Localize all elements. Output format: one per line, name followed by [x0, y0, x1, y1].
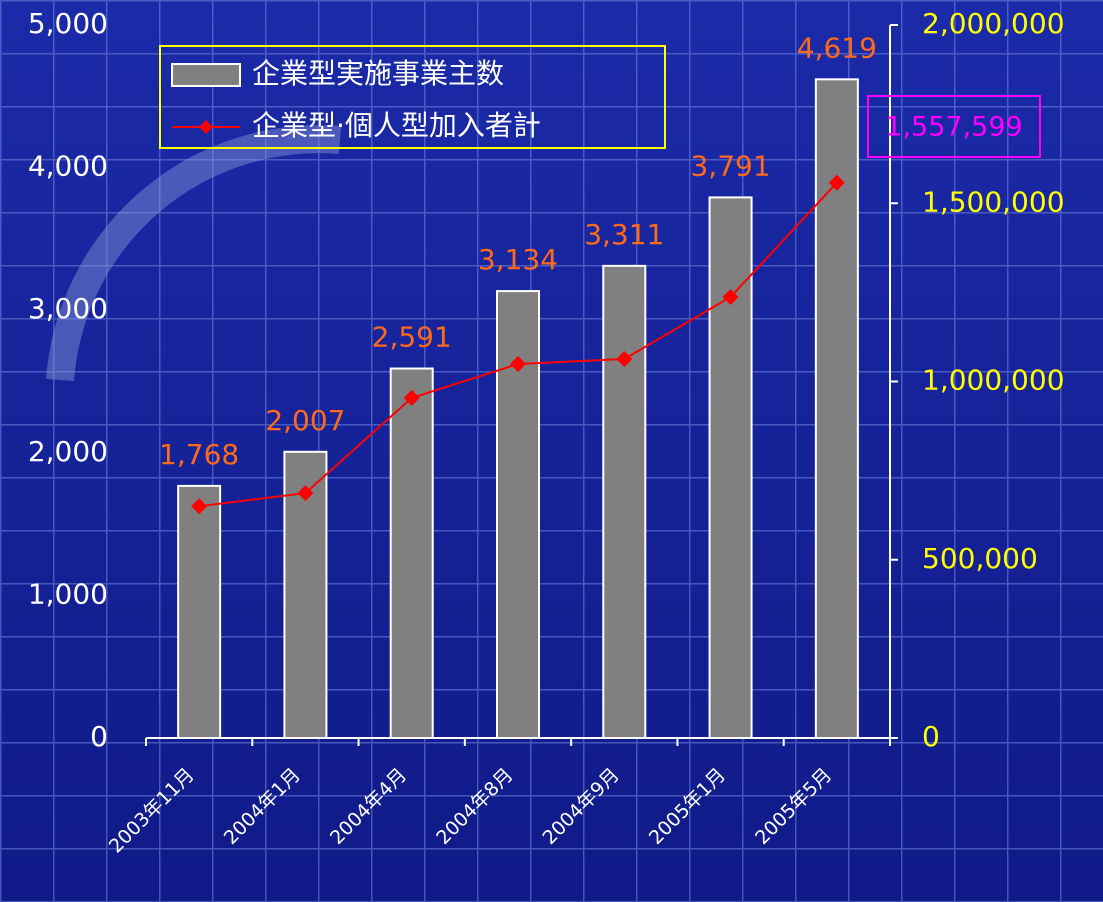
y2-tick-label: 1,000,000: [922, 364, 1065, 397]
y2-tick-label: 2,000,000: [922, 7, 1065, 40]
y-tick-label: 5,000: [28, 7, 108, 40]
y2-tick-label: 500,000: [922, 542, 1038, 575]
bar-value-label: 2,591: [372, 321, 452, 354]
legend-swatch: [172, 64, 240, 86]
y-tick-label: 0: [90, 720, 108, 753]
bar: [391, 369, 433, 738]
bar: [178, 486, 220, 738]
bar-value-label: 3,134: [478, 243, 558, 276]
bar-value-label: 1,768: [159, 438, 239, 471]
legend-label: 企業型·個人型加入者計: [252, 109, 541, 142]
bar: [603, 266, 645, 738]
page: 企業型実施事業主数企業型·個人型加入者計 0 1,000 2,000 3,000 4,0…: [0, 0, 1103, 902]
y2-tick-label: 0: [922, 720, 940, 753]
line-value-label: 1,557,599: [885, 112, 1022, 143]
y-tick-label: 4,000: [28, 150, 108, 183]
bar-value-label: 3,791: [690, 149, 770, 182]
y-tick-label: 1,000: [28, 577, 108, 610]
y-tick-label: 2,000: [28, 435, 108, 468]
bar: [710, 197, 752, 738]
bar-value-label: 2,007: [265, 404, 345, 437]
y2-tick-label: 1,500,000: [922, 185, 1065, 218]
y-tick-label: 3,000: [28, 292, 108, 325]
legend-label: 企業型実施事業主数: [252, 57, 504, 90]
bar-value-label: 4,619: [797, 31, 877, 64]
chart: 企業型実施事業主数企業型·個人型加入者計 0 1,000 2,000 3,000 4,0…: [0, 0, 1103, 902]
bar-value-label: 3,311: [584, 218, 664, 251]
